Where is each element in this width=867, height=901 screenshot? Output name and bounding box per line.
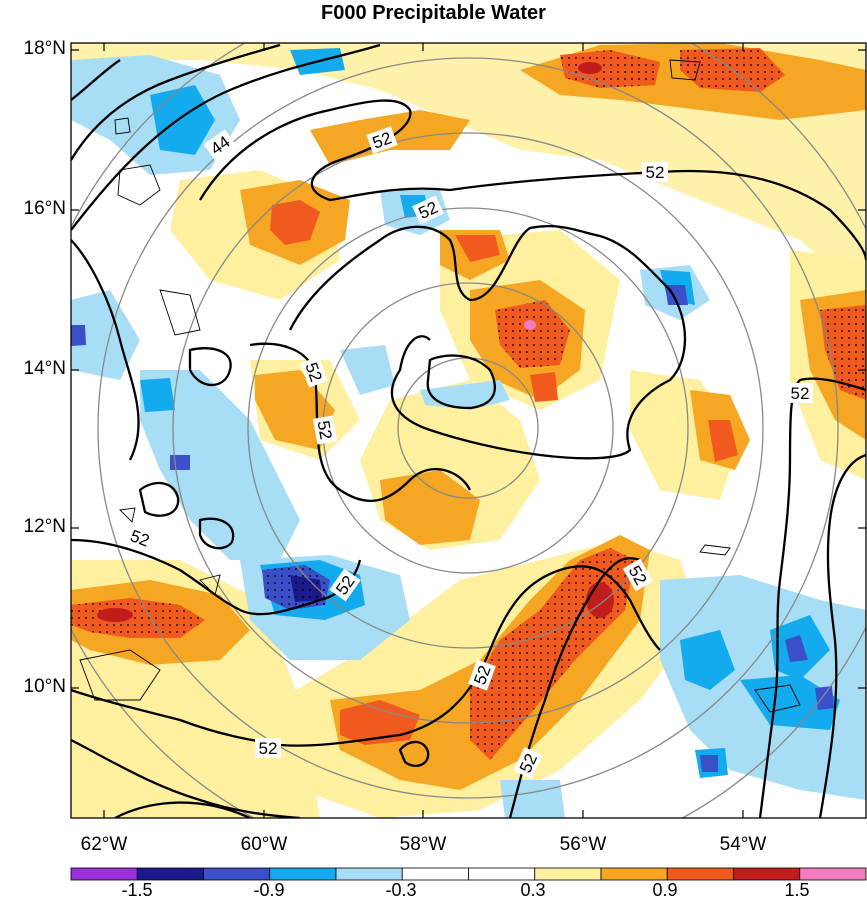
map-field [71,43,866,818]
map-frame [70,42,867,819]
lat-label: 12°N [23,516,66,537]
contour-label-52: 52 [646,163,665,182]
colorbar-label: 0.3 [520,880,546,900]
colorbar-swatch [203,867,271,881]
colorbar [70,867,867,881]
colorbar-label: 0.9 [652,880,678,900]
lat-label: 16°N [23,198,66,219]
colorbar-swatch [600,867,668,881]
lat-label: 18°N [23,38,66,59]
colorbar-swatch [269,867,337,881]
lon-label: 60°W [240,834,288,855]
lon-label: 56°W [559,834,607,855]
contour-label-52: 52 [314,419,336,441]
lon-label: 58°W [399,834,447,855]
colorbar-label: -0.9 [253,880,285,900]
chart-title: F000 Precipitable Water [321,2,546,24]
colorbar-label: -1.5 [121,880,153,900]
colorbar-swatch [534,867,602,881]
colorbar-label: 1.5 [784,880,810,900]
axis-ticks [71,43,866,818]
lon-label: 62°W [80,834,128,855]
contour-label-52: 52 [791,384,810,403]
colorbar-swatch [799,867,867,881]
colorbar-swatch [666,867,734,881]
lat-label: 14°N [23,358,66,379]
colorbar-label: -0.3 [385,880,417,900]
colorbar-swatch [70,867,138,881]
lat-label: 10°N [23,676,66,697]
lon-label: 54°W [719,834,767,855]
contour-label-52: 52 [259,739,278,758]
colorbar-swatch [401,867,469,881]
colorbar-swatch [136,867,204,881]
colorbar-swatch [335,867,403,881]
colorbar-swatch [733,867,801,881]
colorbar-swatch [468,867,536,881]
